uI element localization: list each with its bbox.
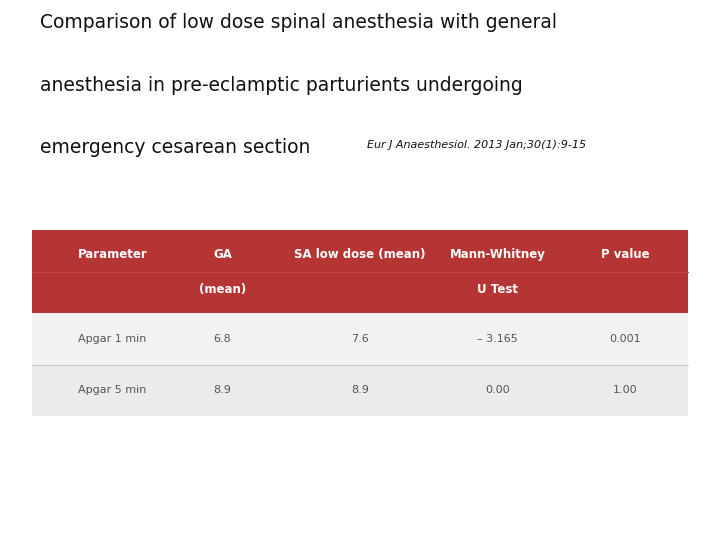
Text: Apgar 5 min: Apgar 5 min <box>78 385 147 395</box>
Text: GA: GA <box>213 248 232 261</box>
Text: SA low dose (mean): SA low dose (mean) <box>294 248 426 261</box>
Text: Parameter: Parameter <box>78 248 148 261</box>
Text: U Test: U Test <box>477 284 518 296</box>
Text: (mean): (mean) <box>199 284 246 296</box>
Text: 8.9: 8.9 <box>213 385 231 395</box>
Text: anesthesia in pre-eclamptic parturients undergoing: anesthesia in pre-eclamptic parturients … <box>40 76 522 94</box>
Text: 0.00: 0.00 <box>485 385 510 395</box>
Text: Mann-Whitney: Mann-Whitney <box>450 248 546 261</box>
Text: Comparison of low dose spinal anesthesia with general: Comparison of low dose spinal anesthesia… <box>40 14 557 32</box>
Text: emergency cesarean section: emergency cesarean section <box>40 138 310 157</box>
Text: P value: P value <box>601 248 649 261</box>
Text: Eur J Anaesthesiol. 2013 Jan;30(1):9-15: Eur J Anaesthesiol. 2013 Jan;30(1):9-15 <box>367 140 586 151</box>
Text: 0.001: 0.001 <box>610 334 642 344</box>
Text: 7.6: 7.6 <box>351 334 369 344</box>
Text: 6.8: 6.8 <box>214 334 231 344</box>
Text: 8.9: 8.9 <box>351 385 369 395</box>
Text: – 3.165: – 3.165 <box>477 334 518 344</box>
Text: Apgar 1 min: Apgar 1 min <box>78 334 147 344</box>
Text: 1.00: 1.00 <box>613 385 638 395</box>
